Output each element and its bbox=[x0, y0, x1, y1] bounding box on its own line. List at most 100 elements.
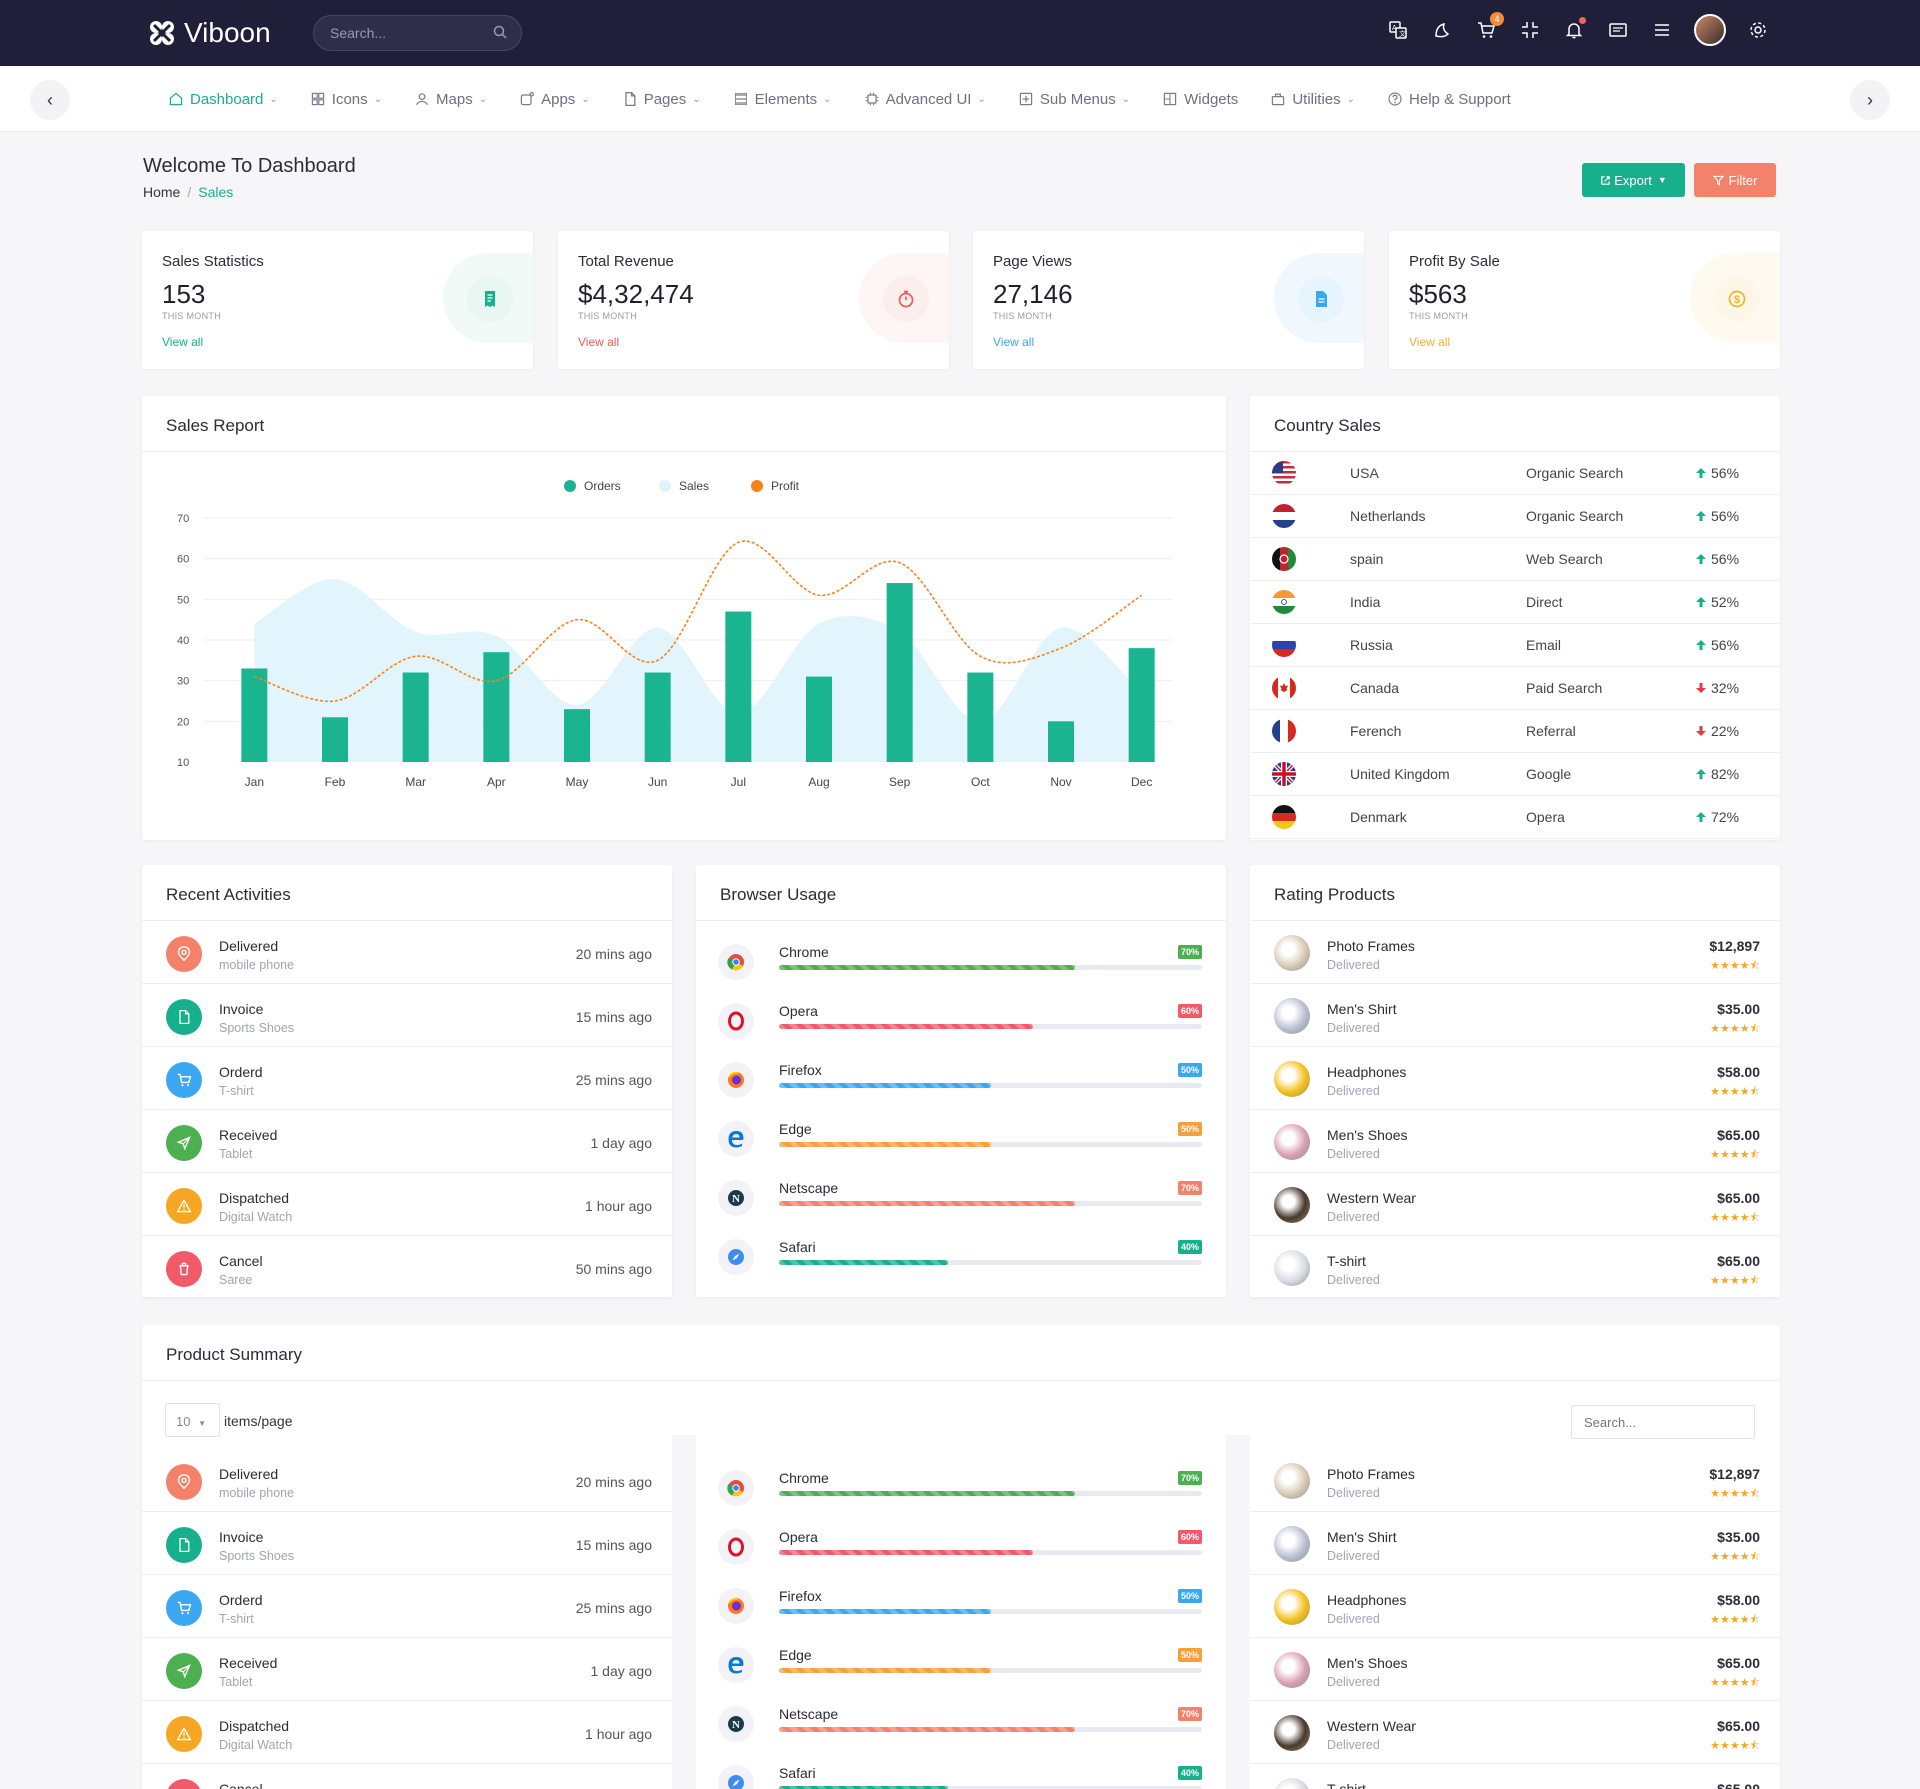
nav-item-label: Widgets bbox=[1184, 90, 1239, 108]
theme-icon[interactable] bbox=[1430, 18, 1454, 42]
product-name: Headphones bbox=[1327, 1064, 1407, 1080]
photo-frame-thumb bbox=[1274, 1463, 1310, 1499]
nav-item-label: Dashboard bbox=[190, 90, 264, 108]
activity-row[interactable]: Received Tablet 1 day ago bbox=[142, 1638, 672, 1701]
edge-icon bbox=[718, 1121, 754, 1157]
percent-value: 56% bbox=[1711, 637, 1740, 653]
activity-row[interactable]: Cancel Saree 50 mins ago bbox=[142, 1764, 672, 1789]
country-row: Ferench Referral 22% bbox=[1250, 710, 1780, 753]
nav-item-sub-menus[interactable]: Sub Menus ⌄ bbox=[1018, 91, 1130, 108]
country-name: Canada bbox=[1350, 680, 1400, 696]
progress-fill bbox=[779, 1142, 991, 1147]
view-all-link[interactable]: View all bbox=[1409, 335, 1451, 349]
browser-row: Safari 40% bbox=[696, 1750, 1226, 1789]
product-row[interactable]: Western Wear Delivered $65.00 ★★★★⯪ bbox=[1250, 1701, 1780, 1764]
arrow-up-icon bbox=[1695, 510, 1707, 522]
product-row[interactable]: T-shirt Delivered $65.00 ★★★★⯪ bbox=[1250, 1236, 1780, 1299]
product-row[interactable]: Headphones Delivered $58.00 ★★★★⯪ bbox=[1250, 1575, 1780, 1638]
fullscreen-exit-icon[interactable] bbox=[1518, 18, 1542, 42]
product-row[interactable]: Photo Frames Delivered $12,897 ★★★★⯪ bbox=[1250, 1449, 1780, 1512]
product-name: T-shirt bbox=[1327, 1253, 1366, 1269]
stat-label: Total Revenue bbox=[578, 253, 674, 270]
activity-title: Received bbox=[219, 1655, 278, 1671]
percent-value: 32% bbox=[1711, 680, 1740, 696]
cart-icon[interactable]: 4 bbox=[1474, 12, 1504, 42]
user-avatar[interactable] bbox=[1694, 14, 1726, 46]
progress-track bbox=[779, 1491, 1202, 1496]
top-search-box[interactable] bbox=[313, 15, 522, 51]
nav-item-help-support[interactable]: Help & Support bbox=[1387, 91, 1511, 108]
activity-row[interactable]: Invoice Sports Shoes 15 mins ago bbox=[142, 1512, 672, 1575]
activity-row[interactable]: Delivered mobile phone 20 mins ago bbox=[142, 921, 672, 984]
nav-item-advanced-ui[interactable]: Advanced UI ⌄ bbox=[864, 91, 986, 108]
export-button[interactable]: Export ▼ bbox=[1582, 163, 1685, 197]
top-search-input[interactable] bbox=[330, 25, 480, 41]
nav-item-dashboard[interactable]: Dashboard ⌄ bbox=[168, 91, 278, 108]
activity-row[interactable]: Invoice Sports Shoes 15 mins ago bbox=[142, 984, 672, 1047]
breadcrumb-current: Sales bbox=[198, 184, 234, 200]
activity-row[interactable]: Orderd T-shirt 25 mins ago bbox=[142, 1575, 672, 1638]
nav-item-pages[interactable]: Pages ⌄ bbox=[622, 91, 701, 108]
country-percent: 56% bbox=[1695, 551, 1739, 567]
product-row[interactable]: Men's Shoes Delivered $65.00 ★★★★⯪ bbox=[1250, 1110, 1780, 1173]
activity-row[interactable]: Dispatched Digital Watch 1 hour ago bbox=[142, 1173, 672, 1236]
country-row: Russia Email 56% bbox=[1250, 624, 1780, 667]
y-tick-label: 60 bbox=[177, 554, 189, 566]
bell-icon[interactable] bbox=[1562, 17, 1586, 42]
progress-track bbox=[779, 1201, 1202, 1206]
nav-item-utilities[interactable]: Utilities ⌄ bbox=[1270, 91, 1355, 108]
nav-item-label: Utilities bbox=[1292, 90, 1341, 108]
product-row[interactable]: Western Wear Delivered $65.00 ★★★★⯪ bbox=[1250, 1173, 1780, 1236]
view-all-link[interactable]: View all bbox=[162, 335, 204, 349]
nav-item-maps[interactable]: Maps ⌄ bbox=[414, 91, 487, 108]
nav-item-apps[interactable]: Apps ⌄ bbox=[519, 91, 590, 108]
nav-item-icons[interactable]: Icons ⌄ bbox=[310, 91, 382, 108]
search-icon[interactable] bbox=[493, 25, 507, 39]
activity-row[interactable]: Received Tablet 1 day ago bbox=[142, 1110, 672, 1173]
nav-prev-button[interactable]: ‹ bbox=[30, 80, 70, 120]
view-all-link[interactable]: View all bbox=[993, 335, 1035, 349]
nav-item-label: Apps bbox=[541, 90, 576, 108]
country-percent: 72% bbox=[1695, 809, 1739, 825]
browser-name: Netscape bbox=[779, 1706, 839, 1722]
product-status: Delivered bbox=[1327, 1486, 1380, 1500]
activity-row[interactable]: Delivered mobile phone 20 mins ago bbox=[142, 1449, 672, 1512]
chevron-down-icon: ⌄ bbox=[1121, 93, 1131, 105]
browser-percent-badge: 50% bbox=[1177, 1648, 1202, 1662]
netscape-icon: N bbox=[718, 1180, 754, 1216]
traffic-source: Organic Search bbox=[1526, 465, 1624, 481]
activity-row[interactable]: Cancel Saree 50 mins ago bbox=[142, 1236, 672, 1299]
product-row[interactable]: Men's Shirt Delivered $35.00 ★★★★⯪ bbox=[1250, 984, 1780, 1047]
browser-row: Firefox 50% bbox=[696, 1047, 1226, 1106]
message-icon[interactable] bbox=[1606, 18, 1630, 42]
chevron-down-icon: ⌄ bbox=[581, 93, 590, 105]
progress-track bbox=[779, 1727, 1202, 1732]
browser-usage-title: Browser Usage bbox=[720, 885, 837, 904]
product-row[interactable]: Men's Shoes Delivered $65.00 ★★★★⯪ bbox=[1250, 1638, 1780, 1701]
product-row[interactable]: Headphones Delivered $58.00 ★★★★⯪ bbox=[1250, 1047, 1780, 1110]
stat-period: THIS MONTH bbox=[1409, 311, 1468, 321]
view-all-link[interactable]: View all bbox=[578, 335, 620, 349]
product-summary-title: Product Summary bbox=[166, 1345, 303, 1364]
stat-card-profit-by-sale: Profit By Sale $563 THIS MONTH View all … bbox=[1389, 231, 1780, 369]
product-row[interactable]: Photo Frames Delivered $12,897 ★★★★⯪ bbox=[1250, 921, 1780, 984]
activity-row[interactable]: Orderd T-shirt 25 mins ago bbox=[142, 1047, 672, 1110]
menu-lines-icon[interactable] bbox=[1650, 18, 1674, 42]
table-search-input[interactable] bbox=[1571, 1405, 1755, 1439]
nav-next-button[interactable]: › bbox=[1850, 80, 1890, 120]
settings-gear-icon[interactable] bbox=[1746, 18, 1770, 42]
product-status: Delivered bbox=[1327, 1210, 1380, 1224]
page-size-select[interactable]: 10 ▼ bbox=[165, 1403, 220, 1437]
nav-item-widgets[interactable]: Widgets bbox=[1162, 91, 1238, 108]
nav-item-elements[interactable]: Elements ⌄ bbox=[733, 91, 832, 108]
activity-row[interactable]: Dispatched Digital Watch 1 hour ago bbox=[142, 1701, 672, 1764]
product-row[interactable]: T-shirt Delivered $65.00 ★★★★⯪ bbox=[1250, 1764, 1780, 1789]
orders-bar bbox=[1128, 648, 1155, 762]
product-row[interactable]: Men's Shirt Delivered $35.00 ★★★★⯪ bbox=[1250, 1512, 1780, 1575]
breadcrumb-home[interactable]: Home bbox=[143, 184, 181, 200]
filter-button[interactable]: Filter bbox=[1694, 163, 1776, 197]
brand-logo[interactable]: Viboon bbox=[148, 17, 271, 49]
percent-value: 56% bbox=[1711, 551, 1740, 567]
